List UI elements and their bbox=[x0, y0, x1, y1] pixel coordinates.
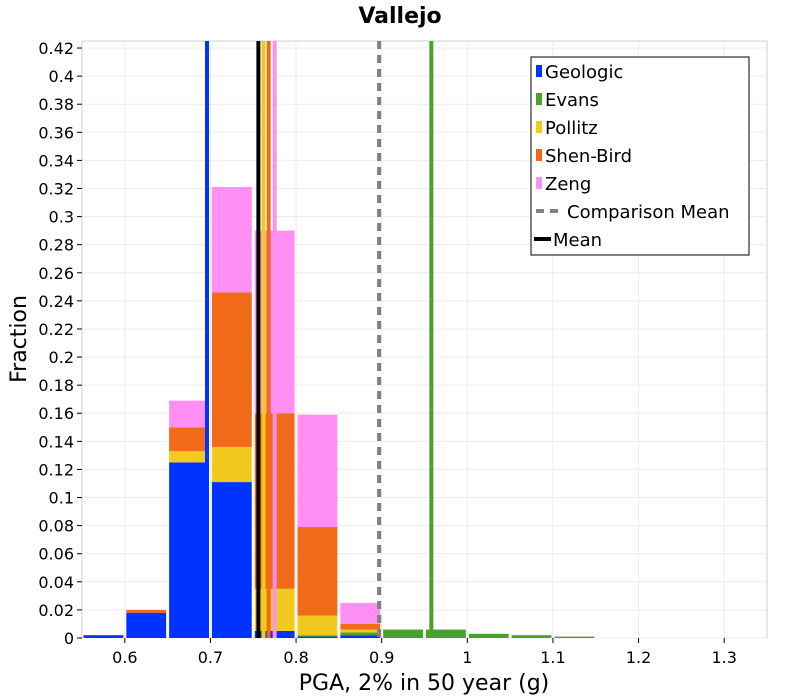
bar-segment-evans bbox=[511, 635, 552, 638]
y-axis-label: Fraction bbox=[7, 295, 32, 383]
bar-segment-pollitz bbox=[297, 615, 338, 636]
x-axis-ticks: 0.6 0.7 0.8 0.9 1 1.1 1.2 1.3 bbox=[112, 638, 737, 667]
x-tick-label: 1.1 bbox=[540, 648, 565, 667]
chart-title: Vallejo bbox=[358, 4, 441, 29]
y-tick-label: 0.26 bbox=[38, 264, 74, 283]
legend-box bbox=[530, 56, 750, 256]
legend: Geologic Evans Pollitz Shen-Bird Zeng Compari… bbox=[530, 56, 750, 256]
y-tick-label: 0.02 bbox=[38, 601, 74, 620]
y-tick-label: 0.4 bbox=[49, 67, 74, 86]
bar-segment-shen-bird bbox=[169, 427, 209, 452]
x-tick-label: 0.7 bbox=[198, 648, 223, 667]
legend-swatch-shen-bird bbox=[536, 149, 542, 161]
y-tick-label: 0.1 bbox=[49, 489, 74, 508]
bar-segment-zeng bbox=[297, 414, 338, 528]
y-tick-label: 0.16 bbox=[38, 404, 74, 423]
bar-segment-pollitz bbox=[169, 451, 209, 463]
x-tick-label: 0.6 bbox=[112, 648, 137, 667]
y-tick-label: 0.08 bbox=[38, 517, 74, 536]
y-tick-label: 0.32 bbox=[38, 179, 74, 198]
y-tick-label: 0.14 bbox=[38, 432, 74, 451]
x-tick-label: 0.8 bbox=[283, 648, 308, 667]
legend-label-geologic: Geologic bbox=[545, 62, 623, 83]
legend-label-zeng: Zeng bbox=[545, 174, 591, 195]
bar-segment-geologic bbox=[169, 462, 209, 638]
legend-swatch-zeng bbox=[536, 177, 542, 189]
bar-segment-shen-bird bbox=[126, 609, 167, 613]
bar-segment-shen-bird bbox=[340, 623, 381, 630]
legend-label-evans: Evans bbox=[545, 90, 599, 111]
y-tick-label: 0.38 bbox=[38, 95, 74, 114]
bar-segment-geologic bbox=[340, 635, 381, 638]
x-tick-label: 1.3 bbox=[711, 648, 736, 667]
x-tick-label: 1.2 bbox=[626, 648, 651, 667]
y-tick-label: 0.04 bbox=[38, 573, 74, 592]
x-tick-label: 1 bbox=[462, 648, 472, 667]
legend-label-mean: Mean bbox=[553, 230, 602, 251]
y-tick-label: 0.22 bbox=[38, 320, 74, 339]
y-tick-label: 0.34 bbox=[38, 151, 74, 170]
bar-segment-geologic bbox=[126, 612, 167, 638]
legend-swatch-pollitz bbox=[536, 121, 542, 133]
y-tick-label: 0.3 bbox=[49, 208, 74, 227]
bar-segment-shen-bird bbox=[297, 527, 338, 616]
legend-label-comparison-mean: Comparison Mean bbox=[567, 202, 730, 223]
bar-segment-pollitz bbox=[211, 446, 252, 483]
y-tick-label: 0.28 bbox=[38, 236, 74, 255]
bar-segment-zeng bbox=[169, 400, 209, 428]
bar-segment-evans bbox=[426, 629, 466, 638]
legend-label-shen-bird: Shen-Bird bbox=[545, 146, 632, 167]
bar-segment-geologic bbox=[297, 636, 338, 638]
bar-segment-pollitz bbox=[340, 629, 381, 633]
bar-segment-evans bbox=[468, 633, 509, 638]
y-tick-label: 0.36 bbox=[38, 123, 74, 142]
bar-segment-geologic bbox=[83, 635, 124, 638]
bar-segment-shen-bird bbox=[211, 292, 252, 447]
bar-segment-geologic bbox=[211, 482, 252, 638]
y-tick-label: 0.24 bbox=[38, 292, 74, 311]
mean-lines bbox=[205, 41, 434, 638]
bar-segment-evans bbox=[297, 635, 338, 637]
legend-label-pollitz: Pollitz bbox=[545, 118, 598, 139]
y-tick-label: 0.18 bbox=[38, 376, 74, 395]
x-axis-label: PGA, 2% in 50 year (g) bbox=[299, 671, 550, 696]
bar-segment-evans bbox=[340, 632, 381, 636]
legend-swatch-geologic bbox=[536, 65, 542, 77]
legend-swatch-evans bbox=[536, 93, 542, 105]
bar-segment-zeng bbox=[340, 602, 381, 624]
bar-segment-evans bbox=[554, 636, 595, 638]
y-tick-label: 0.42 bbox=[38, 39, 74, 58]
y-tick-label: 0 bbox=[64, 629, 74, 648]
bar-segment-evans bbox=[383, 629, 423, 638]
x-tick-label: 0.9 bbox=[369, 648, 394, 667]
y-axis-ticks: 0 0.02 0.04 0.06 0.08 0.1 0.12 0.14 0.16 0.18 0.2 0… bbox=[38, 39, 82, 648]
y-tick-label: 0.12 bbox=[38, 460, 74, 479]
bar-segment-zeng bbox=[211, 187, 252, 293]
y-tick-label: 0.06 bbox=[38, 545, 74, 564]
y-tick-label: 0.2 bbox=[49, 348, 74, 367]
